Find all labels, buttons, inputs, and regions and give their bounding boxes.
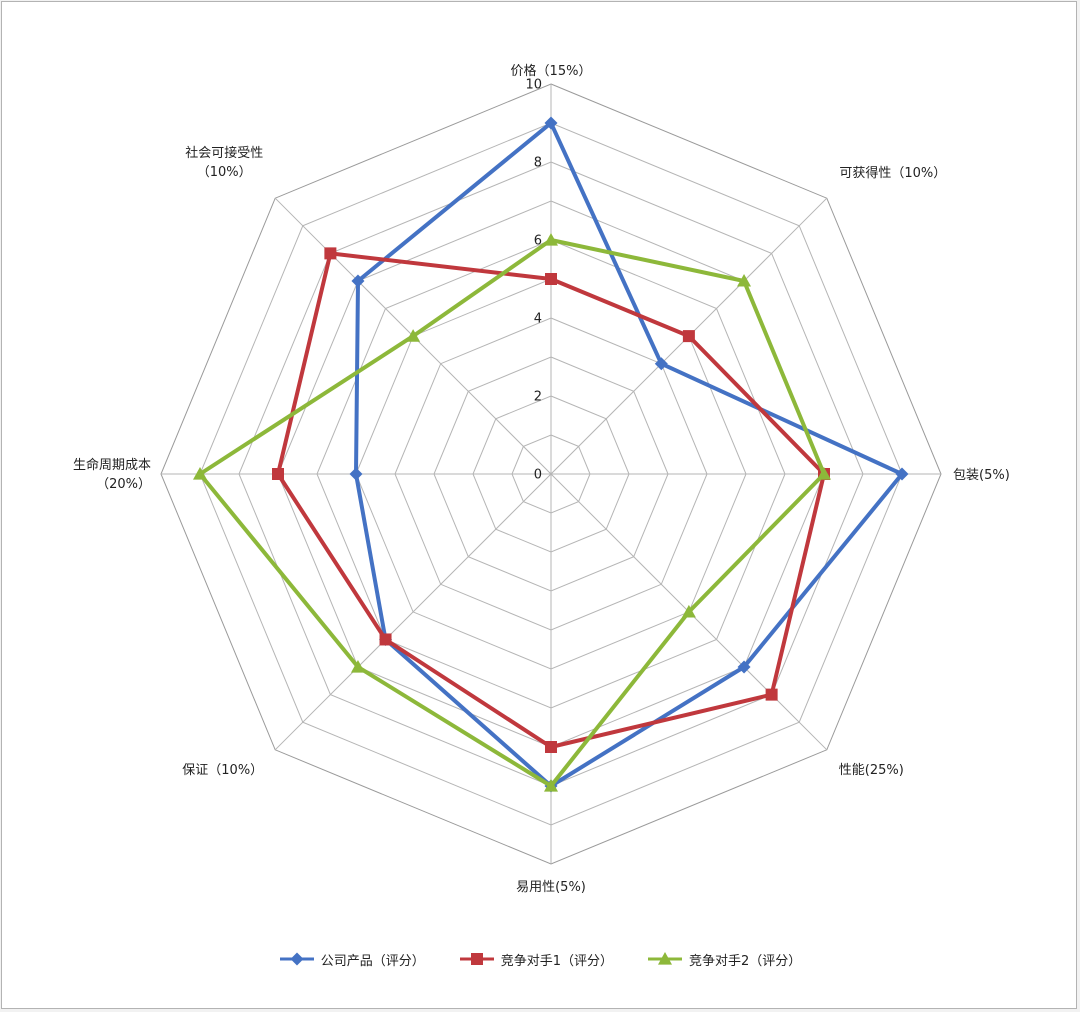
series-1 [349, 116, 909, 793]
legend-swatch [648, 952, 682, 965]
legend-entry: 竞争对手1（评分） [459, 950, 613, 969]
data-point [351, 274, 365, 288]
category-label: 保证（10%） [182, 763, 263, 778]
radar-series [193, 116, 909, 793]
data-point [817, 467, 831, 480]
category-label: 可获得性（10%） [839, 165, 946, 181]
tick-label: 4 [534, 312, 542, 327]
tick-label: 2 [534, 390, 542, 405]
data-point [737, 660, 751, 674]
radial-tick-labels: 0 2 4 6 8 10 [525, 78, 542, 483]
category-label-line: 价格（15%） [511, 63, 592, 79]
data-point [681, 604, 696, 618]
category-label: 性能(25%) [839, 763, 904, 778]
data-point [544, 233, 558, 246]
data-point [765, 688, 778, 701]
category-label: 社会可接受性 （10%） [185, 145, 263, 180]
legend: 公司产品（评分） 竞争对手1（评分） 竞争对手2（评分） [2, 946, 1078, 972]
category-label-line: 易用性(5%) [516, 880, 586, 895]
data-point [545, 273, 557, 285]
data-point [406, 329, 421, 342]
data-point [350, 660, 365, 673]
legend-marker [658, 952, 672, 965]
legend-swatch [279, 952, 314, 966]
legend-swatch [459, 953, 494, 965]
legend-entry: 竞争对手2（评分） [647, 950, 801, 969]
legend-marker [290, 952, 304, 966]
data-point [682, 330, 695, 343]
category-label-line: （10%） [197, 165, 252, 180]
category-label: 易用性(5%) [516, 880, 586, 895]
category-labels: 价格（15%） 可获得性（10%） 包装(5%) 性能(25%) 易用性(5%) 保证（1… [73, 63, 1010, 895]
category-label-line: 生命周期成本 [73, 457, 151, 473]
category-label: 生命周期成本 （20%） [73, 457, 151, 492]
data-point [272, 468, 284, 480]
tick-label: 6 [534, 234, 542, 249]
grid-spoke [274, 473, 552, 751]
legend-marker [470, 953, 483, 965]
tick-label: 0 [534, 468, 542, 483]
tick-label: 8 [534, 156, 542, 171]
data-point [654, 357, 668, 371]
category-label-line: 可获得性（10%） [839, 165, 946, 181]
data-point [544, 116, 558, 130]
legend-label: 竞争对手1（评分） [500, 953, 613, 969]
category-label-line: 性能(25%) [839, 763, 904, 778]
category-label-line: （20%） [96, 477, 151, 492]
radar-chart: 0 2 4 6 8 10 价格（15%） 可获得性（10%） 包装(5%) 性能(25%) 易用性… [73, 63, 1010, 895]
data-point [324, 247, 337, 260]
category-label: 价格（15%） [511, 63, 592, 79]
series-2 [272, 247, 830, 753]
data-point [193, 467, 207, 480]
legend-label: 公司产品（评分） [320, 953, 425, 969]
data-point [737, 273, 752, 287]
data-point [545, 741, 557, 753]
data-point [544, 779, 558, 792]
category-label-line: 包装(5%) [953, 468, 1010, 483]
tick-label: 10 [525, 78, 542, 93]
data-point [379, 633, 392, 646]
category-label-line: 保证（10%） [182, 763, 263, 778]
category-label: 包装(5%) [953, 468, 1010, 483]
legend-label: 竞争对手2（评分） [689, 953, 802, 969]
series-3 [193, 233, 831, 792]
legend-entry: 公司产品（评分） [279, 950, 425, 969]
category-label-line: 社会可接受性 [185, 145, 263, 161]
data-point [349, 467, 363, 481]
data-point [895, 467, 909, 481]
